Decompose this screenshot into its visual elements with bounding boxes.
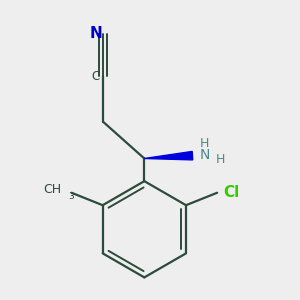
Text: 3: 3: [69, 192, 74, 201]
Text: CH: CH: [43, 183, 61, 196]
Text: C: C: [92, 70, 100, 83]
Text: H: H: [200, 137, 210, 150]
Polygon shape: [144, 152, 193, 160]
Text: Cl: Cl: [223, 185, 239, 200]
Text: N: N: [89, 26, 102, 41]
Text: N: N: [200, 148, 210, 161]
Text: H: H: [216, 153, 226, 166]
